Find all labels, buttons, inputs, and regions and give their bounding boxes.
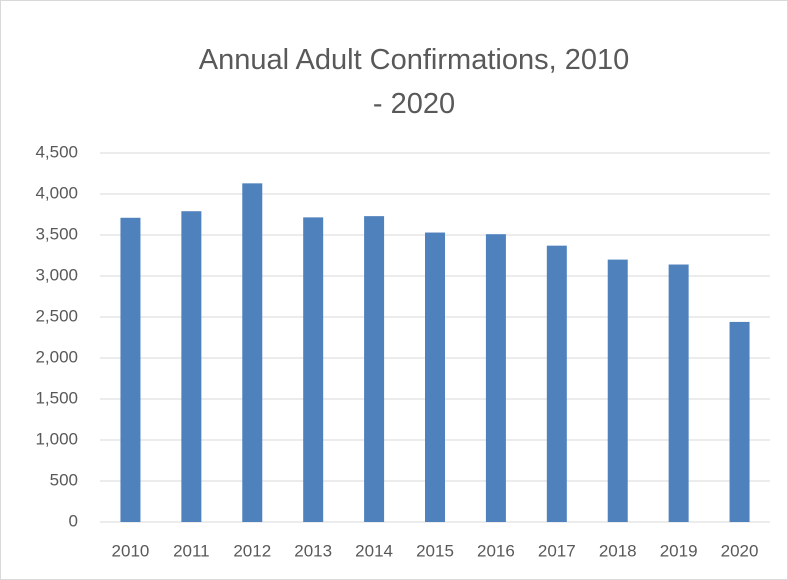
y-tick-label: 2,000 xyxy=(35,347,78,366)
x-tick-label: 2014 xyxy=(355,541,393,560)
y-tick-label: 1,000 xyxy=(35,429,78,448)
bar xyxy=(303,217,324,522)
bar xyxy=(729,321,750,522)
y-tick-label: 500 xyxy=(50,470,78,489)
y-tick-label: 2,500 xyxy=(35,306,78,325)
x-tick-label: 2017 xyxy=(538,541,576,560)
x-tick-label: 2011 xyxy=(173,541,210,560)
bar xyxy=(242,183,263,522)
y-tick-label: 3,000 xyxy=(35,265,78,284)
x-tick-label: 2020 xyxy=(721,541,759,560)
y-tick-label: 4,000 xyxy=(35,183,78,202)
x-tick-label: 2015 xyxy=(416,541,454,560)
x-tick-label: 2010 xyxy=(112,541,150,560)
x-tick-label: 2019 xyxy=(660,541,698,560)
x-tick-label: 2012 xyxy=(233,541,271,560)
bar xyxy=(364,216,385,522)
bar xyxy=(607,259,628,522)
y-tick-label: 3,500 xyxy=(35,224,78,243)
y-tick-label: 4,500 xyxy=(35,142,78,161)
x-tick-label: 2018 xyxy=(599,541,637,560)
bar xyxy=(120,217,141,522)
bar xyxy=(668,264,689,522)
bar xyxy=(425,232,445,523)
x-tick-label: 2016 xyxy=(477,541,515,560)
chart-title: Annual Adult Confirmations, 2010 - 2020 xyxy=(198,44,630,120)
bar xyxy=(181,211,202,522)
x-tick-label: 2013 xyxy=(294,541,332,560)
bar xyxy=(546,245,567,522)
bar xyxy=(485,234,506,522)
y-tick-label: 0 xyxy=(69,511,78,530)
y-tick-label: 1,500 xyxy=(35,388,78,407)
